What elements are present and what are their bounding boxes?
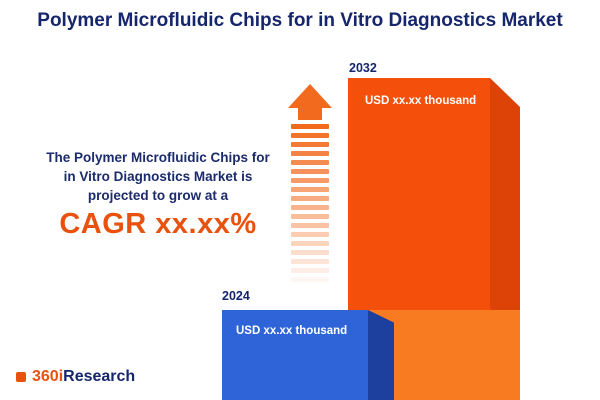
- description-line-2: in Vitro Diagnostics Market is: [63, 169, 253, 184]
- cagr-text: CAGR xx.xx%: [59, 208, 257, 240]
- arrow-dash: [291, 205, 329, 210]
- description-text: The Polymer Microfluidic Chips for in Vi…: [18, 148, 298, 240]
- arrow-dash: [291, 187, 329, 192]
- bar-2024-value-label: USD xx.xx thousand: [236, 325, 348, 337]
- bar-2024-side: [368, 310, 394, 400]
- arrow-dash: [291, 277, 329, 282]
- bar-2032-value-label: USD xx.xx thousand: [365, 95, 477, 107]
- logo-text: 360iResearch: [32, 368, 135, 386]
- logo-prefix: 360i: [32, 368, 64, 385]
- arrow-dash: [291, 178, 329, 183]
- logo: 360iResearch: [16, 368, 135, 386]
- arrow-dash: [291, 250, 329, 255]
- logo-mark-icon: [16, 372, 26, 382]
- bar-2032-year-label: 2032: [349, 61, 377, 75]
- arrow-dash: [291, 268, 329, 273]
- arrow-dash: [291, 241, 329, 246]
- arrow-dash: [291, 133, 329, 138]
- arrow-head-icon: [288, 84, 332, 108]
- arrow-stem: [298, 108, 322, 120]
- arrow-dash: [291, 259, 329, 264]
- arrow-dash: [291, 232, 329, 237]
- arrow-dash: [291, 124, 329, 129]
- arrow-dash: [291, 151, 329, 156]
- arrow-dash: [291, 142, 329, 147]
- arrow-dash: [291, 160, 329, 165]
- arrow-dash-stack: [288, 124, 332, 282]
- description-line-3: projected to grow at a: [87, 188, 229, 203]
- description-line-1: The Polymer Microfluidic Chips for: [46, 150, 270, 165]
- arrow-dash: [291, 214, 329, 219]
- page-title: Polymer Microfluidic Chips for in Vitro …: [37, 10, 563, 31]
- arrow-dash: [291, 169, 329, 174]
- arrow-dash: [291, 223, 329, 228]
- arrow-dash: [291, 196, 329, 201]
- growth-arrow-icon: [288, 84, 332, 286]
- bar-2024-front: [222, 310, 368, 400]
- logo-suffix: Research: [63, 368, 136, 385]
- bar-2024-year-label: 2024: [222, 289, 250, 303]
